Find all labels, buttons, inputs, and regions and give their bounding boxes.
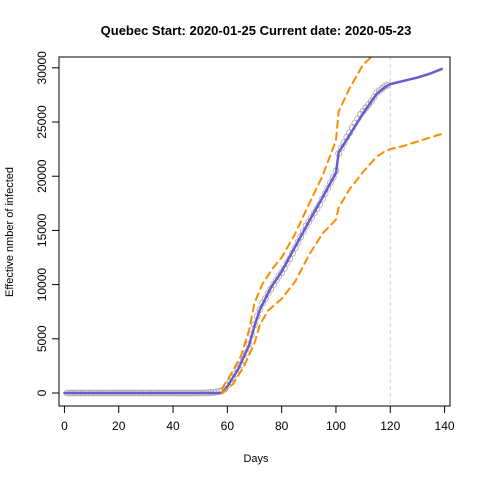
x-tick-label: 0	[61, 419, 68, 433]
y-tick-label: 10000	[35, 268, 49, 302]
upper-bound-line	[220, 57, 373, 390]
lower-bound-line	[220, 132, 443, 394]
y-tick-label: 20000	[35, 159, 49, 193]
y-tick-label: 15000	[35, 213, 49, 247]
observed-point	[337, 144, 345, 152]
y-axis-label: Effective nmber of infected	[4, 167, 16, 297]
observed-point	[299, 228, 307, 235]
observed-point	[324, 184, 332, 192]
x-tick-label: 100	[326, 419, 346, 433]
x-tick-label: 40	[166, 419, 180, 433]
y-axis: 0 5000 10000 15000 20000 25000 30000	[35, 51, 60, 396]
plot-content	[63, 57, 444, 406]
x-tick-label: 140	[435, 419, 455, 433]
x-axis-label: Days	[243, 453, 269, 465]
x-tick-label: 20	[112, 419, 126, 433]
y-tick-label: 25000	[35, 105, 49, 139]
x-tick-label: 80	[275, 419, 289, 433]
observed-point	[297, 233, 305, 241]
chart-title: Quebec Start: 2020-01-25 Current date: 2…	[101, 23, 412, 38]
x-tick-label: 120	[380, 419, 400, 433]
x-axis: 0 20 40 60 80 100 120 140	[61, 405, 455, 433]
observed-point	[327, 179, 334, 187]
y-tick-label: 5000	[35, 325, 49, 352]
fit-line	[63, 67, 444, 395]
plot-frame	[58, 56, 451, 407]
observed-point	[261, 295, 269, 303]
x-tick-label: 60	[221, 419, 235, 433]
y-tick-label: 30000	[35, 51, 49, 85]
y-tick-label: 0	[35, 389, 49, 396]
